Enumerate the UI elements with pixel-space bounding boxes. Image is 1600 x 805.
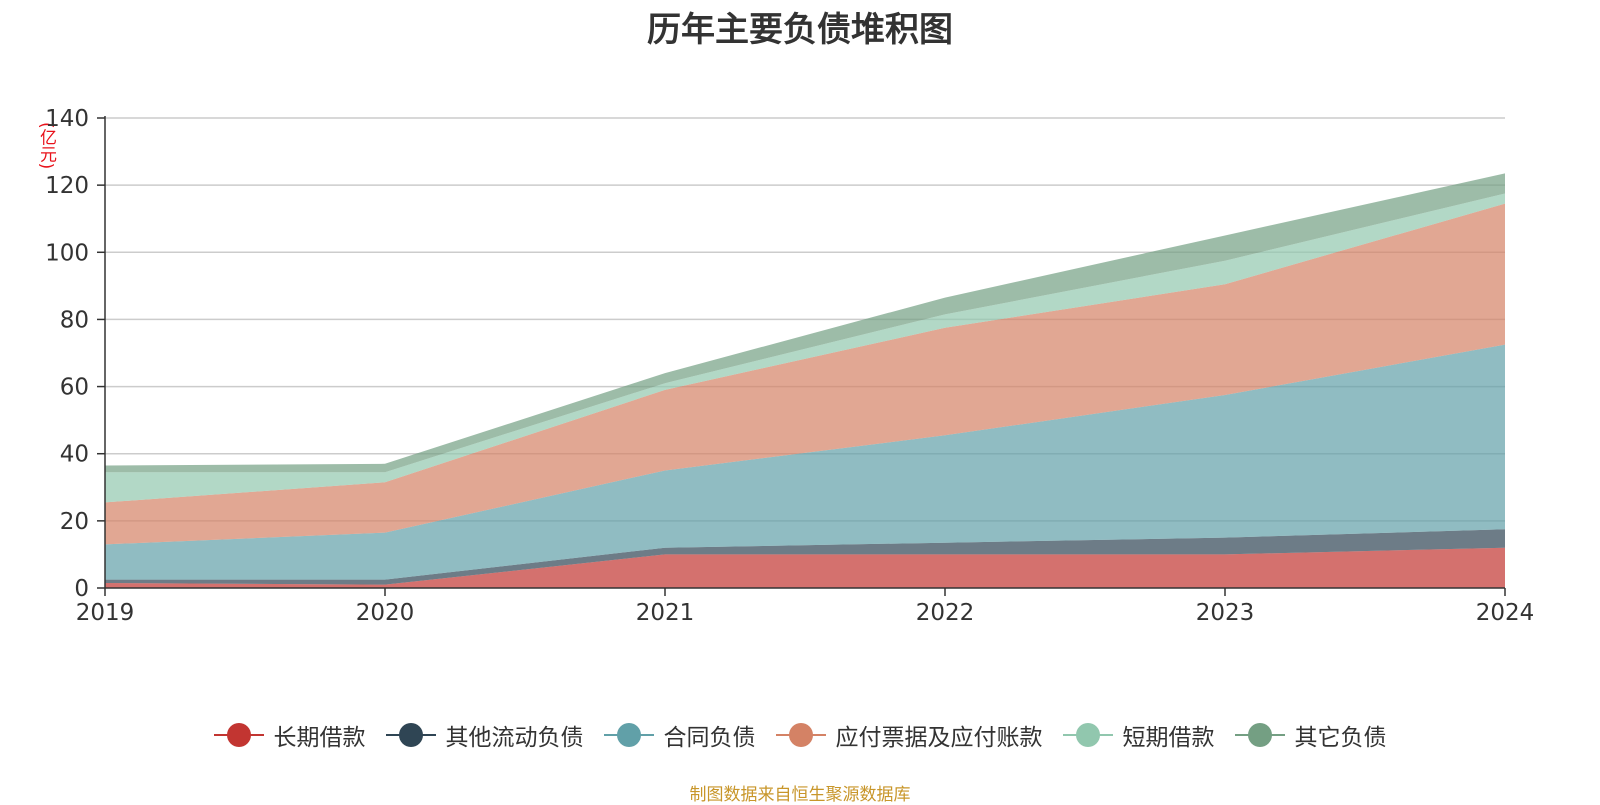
legend-dot	[226, 723, 251, 747]
legend-item[interactable]: 其它负债	[1234, 718, 1387, 752]
y-tick-label: 100	[45, 240, 89, 266]
y-tick-label: 60	[60, 375, 89, 401]
x-tick-label: 2022	[916, 600, 975, 626]
y-tick-label: 0	[74, 576, 89, 602]
legend-marker-icon	[213, 723, 264, 747]
area-layer	[105, 173, 1505, 588]
y-tick-label: 140	[45, 106, 89, 132]
legend-label: 应付票据及应付账款	[835, 725, 1043, 751]
source-note: 制图数据来自恒生聚源数据库	[689, 785, 911, 805]
legend: 长期借款 其他流动负债 合同负债 应付票据及应付账款 短期借款 其它负债	[0, 718, 1600, 752]
x-tick-label: 2020	[356, 600, 415, 626]
legend-item[interactable]: 其他流动负债	[385, 718, 584, 752]
legend-marker-icon	[603, 723, 654, 747]
area-其他流动负债	[105, 529, 1505, 585]
legend-dot	[1247, 723, 1272, 747]
x-tick-label: 2024	[1476, 600, 1535, 626]
legend-label: 长期借款	[273, 725, 366, 751]
area-长期借款	[105, 547, 1505, 588]
x-tick-label: 2021	[636, 600, 695, 626]
legend-marker-icon	[1234, 723, 1285, 747]
area-应付票据及应付账款	[105, 203, 1505, 545]
legend-dot	[788, 723, 813, 747]
chart-title: 历年主要负债堆积图	[647, 10, 953, 50]
legend-dot	[398, 723, 423, 747]
legend-item[interactable]: 长期借款	[213, 718, 366, 752]
y-tick-label: 20	[60, 509, 89, 535]
legend-marker-icon	[1062, 723, 1113, 747]
legend-item[interactable]: 应付票据及应付账款	[775, 718, 1043, 752]
legend-item[interactable]: 短期借款	[1062, 718, 1215, 752]
y-tick-label: 40	[60, 442, 89, 468]
y-axis-unit-label: (亿元)	[36, 122, 56, 170]
legend-label: 其他流动负债	[445, 725, 584, 751]
x-tick-label: 2019	[76, 600, 135, 626]
y-tick-label: 120	[45, 173, 89, 199]
legend-marker-icon	[385, 723, 436, 747]
legend-dot	[616, 723, 641, 747]
legend-label: 其它负债	[1294, 725, 1387, 751]
axis-layer: 0 20 40 60 80 100 120 140 2019 2020 2021 2022 2023 20…	[45, 106, 1534, 626]
legend-marker-icon	[775, 723, 826, 747]
area-合同负债	[105, 344, 1505, 580]
x-tick-label: 2023	[1196, 600, 1255, 626]
y-tick-label: 80	[60, 307, 89, 333]
legend-item[interactable]: 合同负债	[603, 718, 756, 752]
legend-label: 合同负债	[663, 725, 756, 751]
legend-dot	[1075, 723, 1100, 747]
legend-label: 短期借款	[1122, 725, 1215, 751]
